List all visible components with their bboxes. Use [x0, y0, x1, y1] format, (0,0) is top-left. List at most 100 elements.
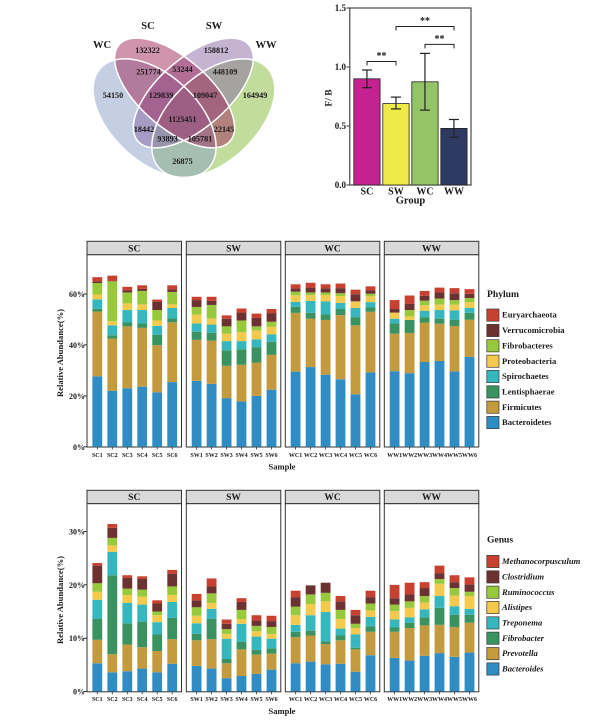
svg-text:WC2: WC2: [304, 697, 317, 703]
svg-text:18442: 18442: [134, 125, 154, 134]
svg-text:SC: SC: [361, 187, 374, 198]
svg-text:158812: 158812: [204, 46, 229, 55]
svg-text:Euryarchaeota: Euryarchaeota: [502, 310, 557, 320]
svg-text:Bacteroidetes: Bacteroidetes: [502, 417, 552, 427]
svg-text:SW4: SW4: [235, 697, 247, 703]
svg-text:WC6: WC6: [364, 453, 377, 459]
svg-text:Proteobacteria: Proteobacteria: [502, 356, 557, 366]
svg-text:109047: 109047: [193, 91, 218, 100]
svg-text:60%: 60%: [69, 290, 85, 299]
svg-text:1.0: 1.0: [335, 62, 347, 72]
svg-text:SC3: SC3: [122, 453, 133, 459]
svg-text:WC: WC: [93, 40, 111, 51]
svg-text:SC4: SC4: [137, 697, 148, 703]
svg-text:Phylum: Phylum: [487, 289, 519, 300]
svg-text:Genus: Genus: [487, 535, 513, 546]
svg-text:Clostridium: Clostridium: [502, 572, 544, 582]
svg-text:WC1: WC1: [289, 453, 302, 459]
svg-text:0%: 0%: [73, 688, 85, 697]
svg-text:WW2: WW2: [402, 453, 417, 459]
svg-text:WW: WW: [422, 493, 442, 503]
svg-text:SC1: SC1: [92, 453, 103, 459]
svg-text:WW5: WW5: [447, 697, 462, 703]
svg-text:Bacteroides: Bacteroides: [501, 664, 544, 674]
svg-text:0.5: 0.5: [335, 121, 347, 131]
svg-text:WC2: WC2: [304, 453, 317, 459]
svg-text:53244: 53244: [172, 65, 192, 74]
svg-text:WW6: WW6: [462, 453, 477, 459]
svg-text:WC5: WC5: [349, 697, 362, 703]
svg-text:26875: 26875: [172, 157, 192, 166]
svg-text:SW5: SW5: [250, 453, 262, 459]
svg-text:30%: 30%: [69, 528, 85, 537]
svg-text:WW3: WW3: [417, 453, 432, 459]
svg-text:SC5: SC5: [152, 697, 163, 703]
svg-text:Relative Abundance(%): Relative Abundance(%): [55, 556, 65, 644]
svg-text:WW2: WW2: [402, 697, 417, 703]
svg-text:SC5: SC5: [152, 453, 163, 459]
svg-text:SW3: SW3: [220, 453, 232, 459]
svg-text:Firmicutes: Firmicutes: [502, 402, 542, 412]
svg-text:WW1: WW1: [387, 453, 402, 459]
svg-text:Treponema: Treponema: [502, 618, 543, 628]
svg-text:93893: 93893: [157, 135, 177, 144]
svg-text:**: **: [435, 34, 445, 45]
svg-text:WC3: WC3: [319, 453, 332, 459]
svg-text:SW5: SW5: [250, 697, 262, 703]
svg-text:SW3: SW3: [220, 697, 232, 703]
svg-text:WC1: WC1: [289, 697, 302, 703]
svg-text:10%: 10%: [69, 634, 85, 643]
svg-text:1.5: 1.5: [335, 3, 347, 13]
svg-text:40%: 40%: [69, 341, 85, 350]
svg-text:SC2: SC2: [107, 453, 118, 459]
svg-text:SW: SW: [388, 187, 404, 198]
svg-text:0.0: 0.0: [335, 180, 347, 190]
svg-text:Lentisphaerae: Lentisphaerae: [502, 386, 555, 396]
svg-text:0%: 0%: [73, 443, 85, 452]
svg-text:Prevotella: Prevotella: [502, 648, 538, 658]
svg-text:Sample: Sample: [269, 462, 296, 472]
svg-text:SC: SC: [128, 244, 140, 254]
svg-text:SC4: SC4: [137, 453, 148, 459]
svg-text:164949: 164949: [243, 91, 268, 100]
svg-text:SC2: SC2: [107, 697, 118, 703]
svg-text:WC: WC: [416, 187, 433, 198]
svg-text:WW6: WW6: [462, 697, 477, 703]
svg-text:WC5: WC5: [349, 453, 362, 459]
svg-text:SW1: SW1: [190, 697, 202, 703]
svg-text:SC6: SC6: [167, 453, 178, 459]
svg-text:20%: 20%: [69, 581, 85, 590]
svg-text:SW4: SW4: [235, 453, 247, 459]
svg-text:WW4: WW4: [432, 697, 447, 703]
svg-text:Relative Abundance(%): Relative Abundance(%): [55, 309, 65, 397]
svg-text:SW1: SW1: [190, 453, 202, 459]
svg-text:251774: 251774: [136, 68, 161, 77]
svg-text:SW2: SW2: [205, 453, 217, 459]
svg-text:WC6: WC6: [364, 697, 377, 703]
svg-text:**: **: [420, 16, 430, 27]
svg-text:WW: WW: [444, 187, 464, 198]
svg-text:**: **: [377, 51, 387, 62]
svg-text:SC: SC: [141, 21, 154, 32]
svg-text:Verrucomicrobia: Verrucomicrobia: [502, 325, 565, 335]
svg-text:SC6: SC6: [167, 697, 178, 703]
svg-text:WW5: WW5: [447, 453, 462, 459]
svg-text:105781: 105781: [188, 135, 213, 144]
svg-text:WC4: WC4: [334, 453, 347, 459]
svg-text:SC: SC: [128, 493, 140, 503]
svg-text:Ruminococcus: Ruminococcus: [501, 587, 555, 597]
svg-text:SW6: SW6: [265, 453, 277, 459]
svg-text:WW1: WW1: [387, 697, 402, 703]
svg-text:Alistipes: Alistipes: [501, 602, 533, 612]
svg-text:Fibrobacteres: Fibrobacteres: [502, 340, 553, 350]
svg-text:WW3: WW3: [417, 697, 432, 703]
svg-text:SW: SW: [226, 493, 241, 503]
svg-text:WC3: WC3: [319, 697, 332, 703]
svg-text:Methanocorpusculum: Methanocorpusculum: [501, 556, 581, 566]
svg-text:448109: 448109: [213, 68, 238, 77]
svg-text:WC: WC: [324, 493, 341, 503]
svg-text:SW: SW: [226, 244, 241, 254]
svg-text:Sample: Sample: [269, 706, 296, 716]
svg-text:SW: SW: [206, 21, 223, 32]
svg-text:WC4: WC4: [334, 697, 347, 703]
